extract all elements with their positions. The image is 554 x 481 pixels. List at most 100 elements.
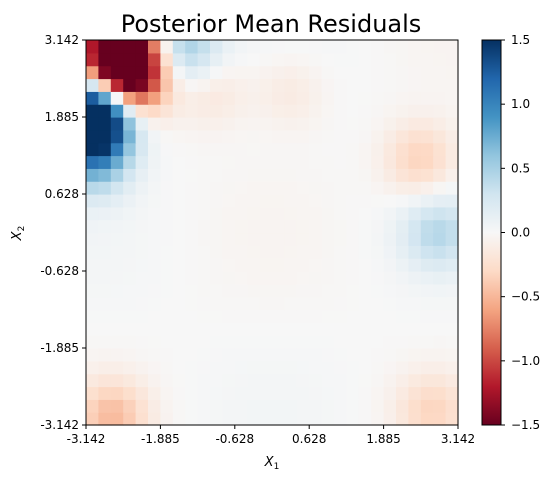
heatmap-cell xyxy=(185,386,199,400)
heatmap-cell xyxy=(86,181,99,195)
heatmap-cell xyxy=(408,245,422,259)
heatmap-cell xyxy=(123,296,137,311)
heatmap-cell xyxy=(309,373,323,388)
heatmap-cell xyxy=(420,412,434,426)
heatmap-cell xyxy=(86,309,99,323)
x-tick-label: -3.142 xyxy=(67,432,106,446)
heatmap-cell xyxy=(172,373,186,388)
heatmap-cell xyxy=(371,155,385,169)
heatmap-cell xyxy=(383,155,397,169)
heatmap-cell xyxy=(296,335,310,349)
heatmap-cell xyxy=(272,283,285,298)
heatmap-cell xyxy=(420,117,434,131)
heatmap-cell xyxy=(197,155,211,169)
heatmap-cell xyxy=(160,296,174,311)
heatmap-cell xyxy=(234,78,248,92)
heatmap-cell xyxy=(110,219,124,234)
heatmap-cell xyxy=(210,386,223,400)
heatmap-cell xyxy=(98,129,112,144)
heatmap-cell xyxy=(148,104,161,118)
heatmap-cell xyxy=(383,412,397,426)
heatmap-cell xyxy=(408,271,422,285)
heatmap-cell xyxy=(148,309,161,323)
heatmap-cell xyxy=(420,181,434,195)
heatmap-cell xyxy=(172,181,186,195)
heatmap-cell xyxy=(309,40,323,54)
heatmap-cell xyxy=(420,194,434,208)
heatmap-cell xyxy=(272,219,285,234)
heatmap-cell xyxy=(420,296,434,311)
heatmap-cell xyxy=(160,412,174,426)
heatmap-cell xyxy=(210,91,223,105)
heatmap-cell xyxy=(420,129,434,144)
heatmap-cell xyxy=(284,78,298,92)
heatmap-cell xyxy=(371,271,385,285)
y-tick-label: 1.885 xyxy=(45,110,79,124)
heatmap-cell xyxy=(148,348,161,362)
heatmap-cell xyxy=(272,258,285,272)
heatmap-cell xyxy=(98,40,112,54)
heatmap-cell xyxy=(135,360,149,375)
heatmap-cell xyxy=(296,168,310,182)
heatmap-cell xyxy=(110,155,124,169)
heatmap-cell xyxy=(98,65,112,80)
heatmap-cell xyxy=(272,399,285,413)
heatmap-cell xyxy=(123,373,137,388)
heatmap-cell xyxy=(86,232,99,246)
heatmap-cell xyxy=(296,78,310,92)
heatmap-cell xyxy=(358,373,372,388)
heatmap-cell xyxy=(383,386,397,400)
heatmap-cell xyxy=(408,155,422,169)
heatmap-cell xyxy=(123,386,137,400)
heatmap-cell xyxy=(272,142,285,157)
heatmap-cell xyxy=(172,168,186,182)
heatmap-cell xyxy=(86,296,99,311)
heatmap-cell xyxy=(148,232,161,246)
heatmap-cell xyxy=(433,296,447,311)
heatmap-cell xyxy=(433,258,447,272)
heatmap-cell xyxy=(396,309,409,323)
heatmap-cell xyxy=(309,52,323,67)
heatmap-cell xyxy=(259,168,273,182)
heatmap-cell xyxy=(210,309,223,323)
heatmap-cell xyxy=(408,65,422,80)
heatmap-cell xyxy=(160,117,174,131)
heatmap-cell xyxy=(408,168,422,182)
heatmap-cell xyxy=(123,322,137,336)
heatmap-cell xyxy=(358,52,372,67)
heatmap-cell xyxy=(86,65,99,80)
heatmap-cell xyxy=(346,104,360,118)
heatmap-cell xyxy=(222,52,236,67)
heatmap-cell xyxy=(420,142,434,157)
heatmap-cell xyxy=(408,142,422,157)
heatmap-cell xyxy=(433,168,447,182)
heatmap-cell xyxy=(296,181,310,195)
colorbar-tick-label: 0.5 xyxy=(511,161,530,175)
heatmap-cell xyxy=(420,283,434,298)
heatmap-cell xyxy=(259,117,273,131)
heatmap-cell xyxy=(433,40,447,54)
heatmap-cell xyxy=(172,245,186,259)
heatmap-cell xyxy=(445,258,459,272)
y-axis: -3.142 -1.885 -0.628 0.628 1.885 3.142 xyxy=(40,33,86,432)
heatmap-cell xyxy=(135,117,149,131)
heatmap-cell xyxy=(247,206,261,221)
heatmap-cell xyxy=(408,283,422,298)
heatmap-cell xyxy=(185,271,199,285)
heatmap-cell xyxy=(259,373,273,388)
heatmap-cell xyxy=(222,91,236,105)
heatmap-cell xyxy=(396,142,409,157)
heatmap-cell xyxy=(197,335,211,349)
heatmap-cell xyxy=(334,117,347,131)
heatmap-cell xyxy=(110,52,124,67)
heatmap-cell xyxy=(197,232,211,246)
heatmap-cell xyxy=(272,194,285,208)
heatmap-cell xyxy=(420,104,434,118)
heatmap-cell xyxy=(86,271,99,285)
heatmap-cell xyxy=(135,296,149,311)
heatmap-cell xyxy=(234,168,248,182)
heatmap-cell xyxy=(420,322,434,336)
heatmap-cell xyxy=(309,168,323,182)
heatmap-cell xyxy=(296,309,310,323)
heatmap-cell xyxy=(445,142,459,157)
